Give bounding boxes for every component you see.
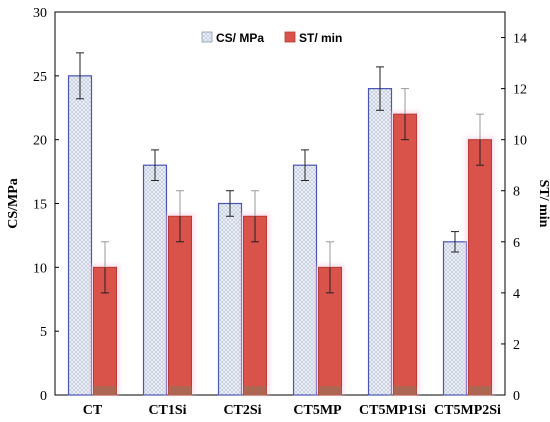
legend-swatch-cs [201,31,213,43]
legend-swatch-st [284,31,296,43]
bar-cs-CT [67,75,93,396]
bar-st-CT1Si [168,215,192,396]
left-tick-label-25: 25 [33,70,47,85]
right-tick-label-6: 6 [513,236,520,251]
bar-st-CT2Si [243,215,267,396]
bar-cs-CT5MP2Si [442,241,468,396]
right-tick-label-2: 2 [513,338,520,353]
bar-cs-CT5MP1Si [367,87,393,396]
bar-st-base-CT [93,386,117,395]
bar-cs-CT2Si [217,202,243,396]
left-tick-label-5: 5 [40,325,47,340]
legend-label-cs: CS/ MPa [216,31,264,45]
left-tick-label-30: 30 [33,6,47,21]
right-tick-label-4: 4 [513,287,520,302]
category-label-CT5MP2Si: CT5MP2Si [434,403,501,418]
plot-area [54,11,506,396]
category-label-CT: CT [83,403,103,418]
bar-st-CT5MP1Si [393,113,417,396]
bar-cs-CT1Si [142,164,168,396]
left-tick-label-0: 0 [40,389,47,404]
y-axis-title: CS/MPa [6,178,21,229]
legend-label-st: ST/ min [299,31,342,45]
right-tick-label-14: 14 [513,32,527,47]
right-tick-label-8: 8 [513,185,520,200]
bar-st-base-CT5MP2Si [468,386,492,395]
bar-st-base-CT5MP1Si [393,386,417,395]
right-tick-label-10: 10 [513,134,527,149]
category-label-CT5MP: CT5MP [293,403,342,418]
bar-st-base-CT5MP [318,386,342,395]
right-tick-label-12: 12 [513,83,527,98]
bar-st-CT5MP2Si [468,139,492,396]
axes-layer: CT CT1Si CT2Si CT5MP CT5MP1Si CT5MP2Si 0 5 10 15 2… [6,6,550,418]
right-tick-label-0: 0 [513,389,520,404]
category-label-CT5MP1Si: CT5MP1Si [359,403,426,418]
error-bars-layer [76,52,484,294]
left-tick-label-10: 10 [33,261,47,276]
bar-st-base-CT1Si [168,386,192,395]
category-label-CT1Si: CT1Si [148,403,186,418]
legend: CS/ MPa ST/ min [201,31,342,45]
left-tick-label-20: 20 [33,134,47,149]
left-tick-label-15: 15 [33,198,47,213]
bars-layer [67,75,495,396]
category-label-CT2Si: CT2Si [223,403,261,418]
plot-frame [54,11,506,396]
bar-st-base-CT2Si [243,386,267,395]
bar-cs-CT5MP [292,164,318,396]
y2-axis-title: ST/ min [536,180,550,228]
